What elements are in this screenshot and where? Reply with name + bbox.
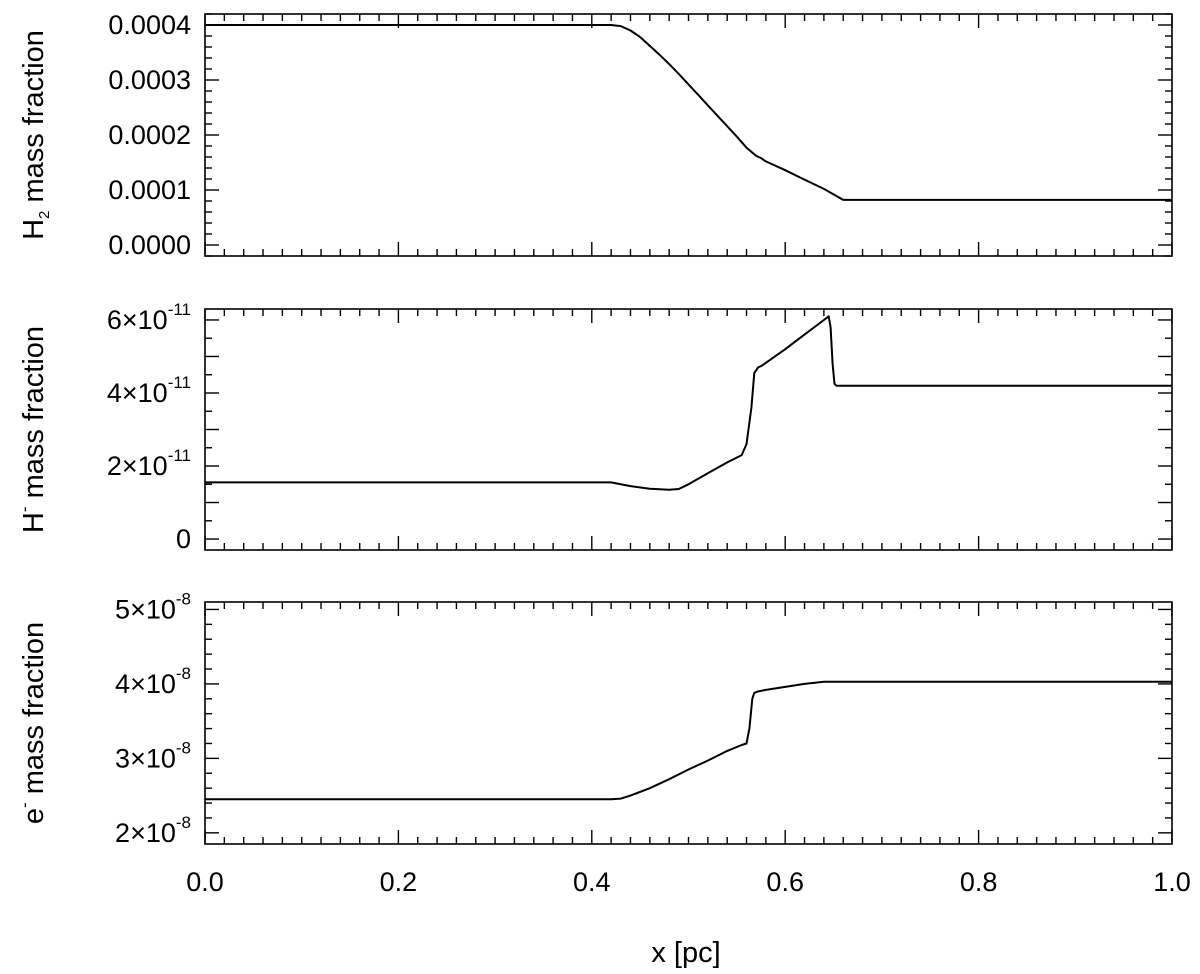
h2-plot-frame — [204, 13, 1173, 257]
x-axis-title: x [pc] — [651, 937, 720, 969]
hminus-y-tick-label: 0 — [176, 524, 191, 554]
electron-y-tick-label: 5×10-8 — [115, 589, 191, 624]
hminus-y-tick-label: 2×10-11 — [107, 446, 191, 481]
hminus-plot-frame — [204, 308, 1173, 551]
x-tick-label: 0.8 — [960, 867, 998, 897]
electron-y-tick-label: 2×10-8 — [115, 813, 191, 848]
h2-y-tick-label: 0.0000 — [108, 230, 191, 260]
hminus-y-tick-label: 6×10-11 — [107, 300, 191, 335]
electron-y-tick-label: 3×10-8 — [115, 738, 191, 773]
h2-y-axis-title: H2 mass fraction — [18, 30, 53, 240]
x-tick-label: 0.0 — [186, 867, 224, 897]
electron-y-axis-title: e- mass fraction — [15, 622, 50, 824]
h2-y-tick-label: 0.0002 — [108, 120, 191, 150]
x-tick-label: 0.2 — [380, 867, 418, 897]
hminus-y-axis-title: H- mass fraction — [15, 326, 50, 533]
h2-y-tick-label: 0.0004 — [108, 10, 191, 40]
h2-panel: 0.0000 0.0001 0.0002 0.0003 0.0004 H2 mass fr… — [18, 10, 1173, 260]
h-minus-panel: 0 2×10-11 4×10-11 6×10-11 H- mass fraction — [15, 300, 1173, 554]
hminus-y-tick-label: 4×10-11 — [107, 373, 191, 408]
x-tick-label: 0.4 — [573, 867, 611, 897]
h2-y-tick-label: 0.0003 — [108, 65, 191, 95]
x-tick-label: 1.0 — [1153, 867, 1191, 897]
x-tick-label: 0.6 — [766, 867, 804, 897]
electron-plot-frame — [204, 601, 1173, 845]
h2-series-line — [205, 24, 1172, 201]
hminus-series-line — [205, 315, 1172, 491]
electron-panel: 2×10-8 3×10-8 4×10-8 5×10-8 0.0 0.2 0.4 0.6 0.8 1… — [15, 589, 1191, 897]
h2-y-tick-label: 0.0001 — [108, 175, 191, 205]
electron-y-tick-label: 4×10-8 — [115, 664, 191, 699]
electron-series-line — [205, 680, 1172, 801]
